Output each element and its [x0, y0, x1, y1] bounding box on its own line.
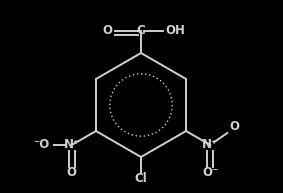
Text: N⁺: N⁺ — [64, 139, 80, 152]
Text: O: O — [229, 120, 239, 134]
Text: O⁻: O⁻ — [202, 167, 218, 179]
Text: C: C — [137, 25, 145, 37]
Text: Cl: Cl — [135, 173, 147, 185]
Text: OH: OH — [165, 25, 185, 37]
Text: ⁻O: ⁻O — [34, 139, 50, 152]
Text: O: O — [67, 167, 77, 179]
Text: N⁺: N⁺ — [202, 139, 218, 152]
Text: O: O — [102, 25, 112, 37]
